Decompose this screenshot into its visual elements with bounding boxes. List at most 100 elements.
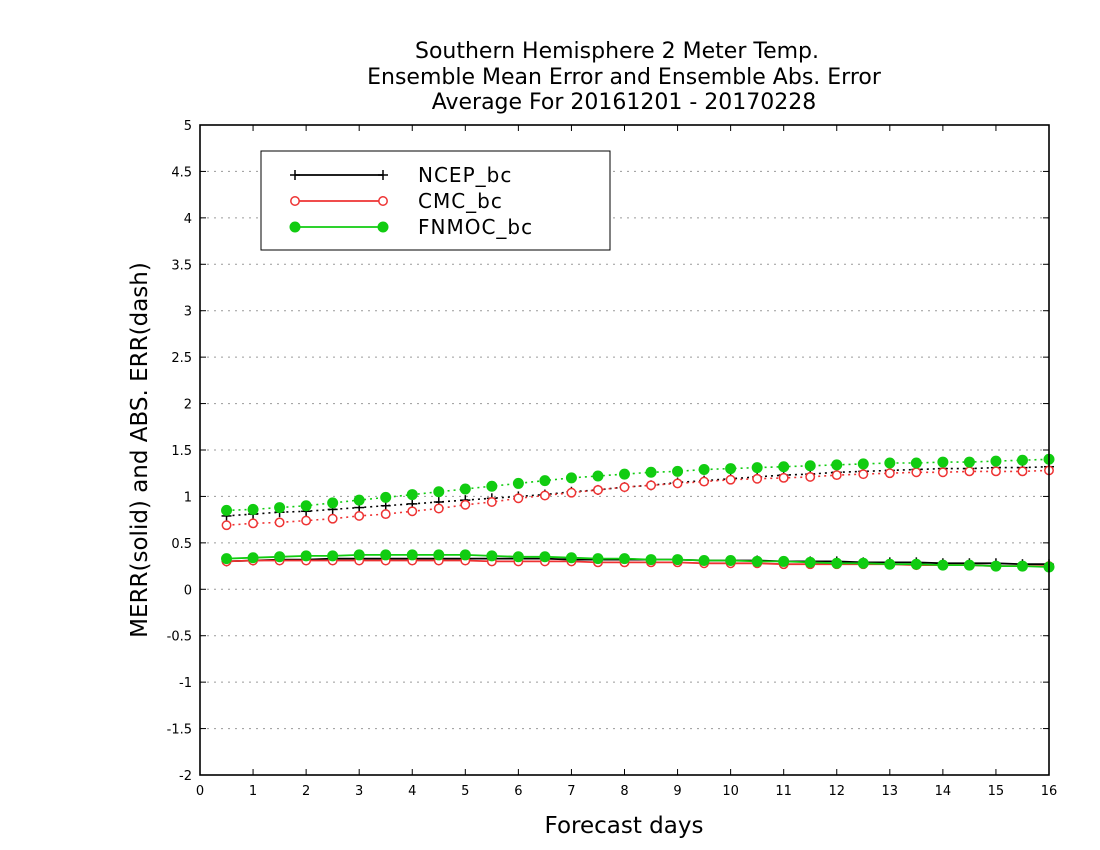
abs-err-point-fnmoc-bc [565,472,577,484]
y-tick-label: 1.5 [171,444,192,459]
merr-point-fnmoc-bc [751,555,763,567]
title-line-1: Southern Hemisphere 2 Meter Temp. [415,39,819,64]
x-tick-label: 9 [673,784,681,799]
x-tick-label: 12 [828,784,845,799]
abs-err-point-fnmoc-bc [327,497,339,509]
abs-err-point-fnmoc-bc [459,483,471,495]
merr-point-fnmoc-bc [831,557,843,569]
chart-title: Southern Hemisphere 2 Meter Temp. Ensemb… [367,39,882,115]
abs-err-line-ncep-bc [226,465,1050,517]
merr-point-fnmoc-bc [353,549,365,561]
abs-err-point-cmc-bc [593,484,603,495]
grid-lines [200,170,1049,730]
y-tick-label: -0.5 [167,630,192,645]
abs-err-point-fnmoc-bc [221,504,233,516]
abs-err-point-cmc-bc [513,493,524,504]
merr-point-fnmoc-bc [804,556,816,568]
x-tick-label: 2 [302,784,310,799]
legend-label: NCEP_bc [418,163,512,187]
merr-point-fnmoc-bc [619,553,630,565]
abs-err-point-cmc-bc [619,482,630,493]
abs-err-line-cmc-bc [226,469,1050,526]
abs-err-point-cmc-bc [937,467,948,478]
legend-marker [289,221,301,233]
abs-err-point-cmc-bc [646,480,656,491]
abs-err-point-fnmoc-bc [831,459,843,471]
x-tick-labels: 0 1 2 3 4 5 6 7 8 9 10 11 12 13 14 15 16 [196,784,1057,799]
abs-err-point-cmc-bc [1017,466,1028,477]
abs-err-point-cmc-bc [539,490,550,501]
x-tick-label: 6 [514,784,522,799]
y-tick-labels: -2 -1.5 -1 -0.5 0 0.5 1 1.5 2 2.5 3 3.5 4 4.5 5 [167,119,192,784]
series-ncep-bc [221,461,1054,570]
abs-err-point-fnmoc-bc [884,457,896,469]
y-axis-label: MERR(solid) and ABS. ERR(dash) [127,262,153,638]
merr-point-fnmoc-bc [857,557,869,569]
abs-err-point-fnmoc-bc [380,491,392,503]
legend-marker [378,196,388,206]
legend-marker [378,170,388,180]
abs-err-point-fnmoc-bc [406,489,418,501]
abs-err-point-cmc-bc [752,473,763,484]
y-tick-label: 0.5 [171,537,192,552]
abs-err-point-fnmoc-bc [1016,454,1028,466]
abs-err-point-fnmoc-bc [910,457,922,469]
title-line-3: Average For 20161201 - 20170228 [432,90,817,115]
x-tick-label: 8 [620,784,628,799]
x-tick-label: 13 [882,784,899,799]
abs-err-point-cmc-bc [407,506,418,517]
abs-err-point-cmc-bc [486,497,497,507]
axis-ticks [199,124,1050,776]
abs-err-point-fnmoc-bc [937,456,949,468]
abs-err-point-fnmoc-bc [804,460,816,472]
abs-err-point-cmc-bc [990,466,1001,477]
x-tick-label: 14 [935,784,952,799]
y-tick-label: 1 [184,490,192,505]
abs-err-point-fnmoc-bc [433,486,445,498]
abs-err-point-cmc-bc [699,476,710,487]
merr-point-fnmoc-bc [300,550,312,562]
abs-err-point-cmc-bc [911,467,922,478]
abs-err-point-cmc-bc [327,513,338,524]
abs-err-point-cmc-bc [301,515,312,526]
x-axis-label: Forecast days [545,813,704,839]
abs-err-point-fnmoc-bc [539,475,551,487]
legend-item-fnmoc-bc: FNMOC_bc [289,215,533,239]
title-line-2: Ensemble Mean Error and Ensemble Abs. Er… [367,65,882,90]
abs-err-point-cmc-bc [964,466,975,477]
abs-err-point-cmc-bc [672,478,683,489]
y-tick-label: 0 [184,583,192,598]
legend-label: FNMOC_bc [418,215,533,239]
merr-point-fnmoc-bc [247,552,259,564]
legend-marker [290,196,300,206]
merr-point-fnmoc-bc [698,555,710,566]
abs-err-point-cmc-bc [778,472,789,483]
x-tick-label: 5 [461,784,469,799]
abs-err-point-cmc-bc [460,499,471,510]
abs-err-point-cmc-bc [566,487,577,498]
merr-point-fnmoc-bc [406,549,418,561]
merr-point-fnmoc-bc [221,553,233,565]
x-tick-label: 15 [988,784,1005,799]
y-tick-label: 2 [184,398,192,413]
abs-err-point-cmc-bc [805,471,816,482]
x-tick-label: 1 [249,784,257,799]
abs-err-line-fnmoc-bc [226,458,1050,512]
merr-point-fnmoc-bc [486,550,498,562]
merr-point-fnmoc-bc [1016,560,1028,572]
abs-err-point-fnmoc-bc [486,480,498,492]
legend-item-ncep-bc: NCEP_bc [290,163,512,187]
merr-point-fnmoc-bc [327,550,339,562]
legend-item-cmc-bc: CMC_bc [290,189,502,213]
merr-point-fnmoc-bc [539,551,551,563]
abs-err-point-fnmoc-bc [274,502,286,514]
merr-point-fnmoc-bc [380,549,392,561]
merr-point-fnmoc-bc [910,558,922,570]
x-tick-label: 4 [408,784,416,799]
merr-point-fnmoc-bc [672,554,684,566]
merr-point-fnmoc-bc [433,549,445,561]
abs-err-point-cmc-bc [248,518,259,529]
abs-err-point-fnmoc-bc [619,468,630,480]
merr-point-fnmoc-bc [274,551,286,563]
abs-err-point-fnmoc-bc [857,458,869,470]
